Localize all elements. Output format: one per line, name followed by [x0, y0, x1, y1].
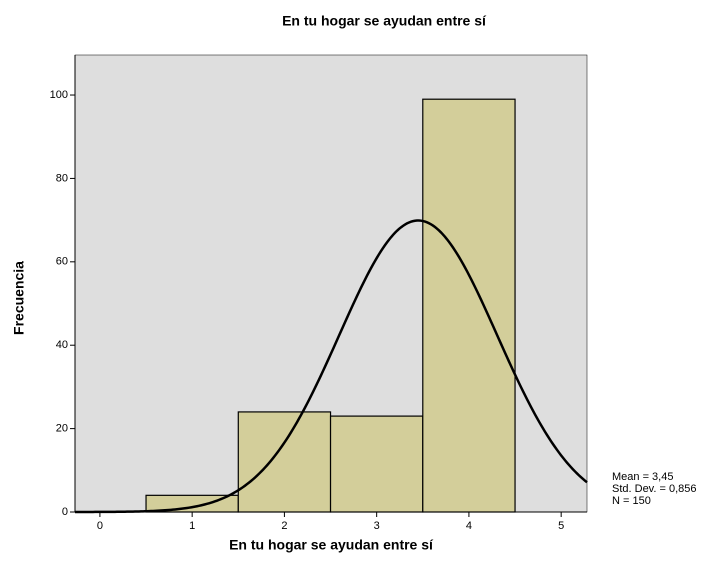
normal-curve — [74, 219, 588, 514]
y-tick-label: 40 — [56, 339, 68, 351]
y-tick-label: 0 — [62, 506, 68, 518]
x-tick-label: 0 — [97, 520, 103, 532]
bar — [329, 415, 424, 513]
y-tick-label: 60 — [56, 256, 68, 268]
y-axis-label: Frecuencia — [11, 261, 27, 335]
bar — [422, 98, 516, 513]
x-tick-label: 4 — [466, 520, 472, 532]
y-tick-label: 20 — [56, 423, 68, 435]
annotation: Mean = 3,45 — [612, 471, 673, 483]
annotation: N = 150 — [612, 495, 651, 507]
x-tick-label: 2 — [281, 520, 287, 532]
x-tick-label: 5 — [558, 520, 564, 532]
chart-title: En tu hogar se ayudan entre sí — [282, 13, 487, 29]
x-tick-label: 1 — [189, 520, 195, 532]
annotation: Std. Dev. = 0,856 — [612, 483, 697, 495]
y-tick-label: 100 — [50, 89, 68, 101]
x-tick-label: 3 — [374, 520, 380, 532]
x-axis-label: En tu hogar se ayudan entre sí — [229, 537, 434, 553]
y-tick-label: 80 — [56, 172, 68, 184]
bar — [237, 411, 332, 513]
